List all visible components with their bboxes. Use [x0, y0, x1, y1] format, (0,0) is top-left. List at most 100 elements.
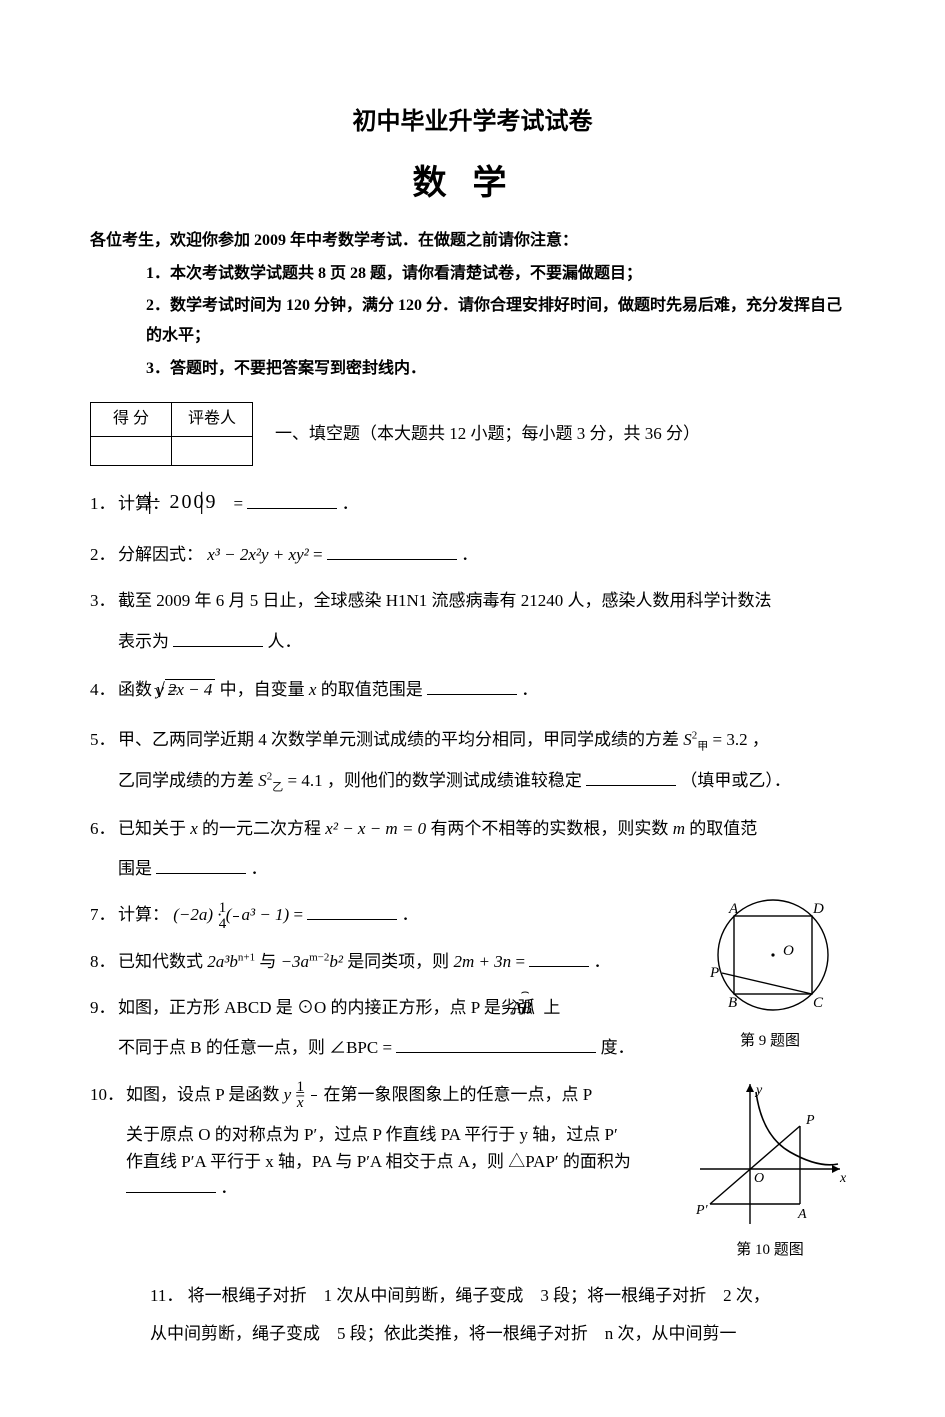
intro-item-2: 2．数学考试时间为 120 分钟，满分 120 分．请你合理安排好时间，做题时先…	[146, 291, 855, 352]
q8-expr: 2m + 3n	[453, 952, 511, 971]
question-11: 11． 将一根绳子对折 1 次从中间剪断，绳子变成 3 段；将一根绳子对折 2 …	[150, 1280, 855, 1351]
q8-t1: 2a³b	[207, 952, 238, 971]
q8-e1: n+1	[238, 951, 255, 963]
svg-text:B: B	[728, 995, 737, 1011]
q8-num: 8．	[90, 946, 118, 978]
q3-l2a: 表示为	[118, 632, 169, 651]
q1-eq: =	[234, 494, 248, 513]
q1-num: 1．	[90, 488, 118, 520]
q10-l3a: 作直线 P′A 平行于 x 轴，PA 与 P′A 相交于点 A，则 △PAP′ …	[126, 1152, 631, 1171]
q10-tail: ．	[220, 1178, 237, 1197]
q2-blank	[327, 540, 457, 560]
q11-num: 11．	[150, 1286, 183, 1305]
q2-num: 2．	[90, 539, 118, 571]
q10-fd: x	[311, 1096, 317, 1111]
q2-expr: x³ − 2x²y + xy²	[207, 545, 308, 564]
intro-item-1: 1．本次考试数学试题共 8 页 28 题，请你看清楚试卷，不要漏做题目；	[146, 259, 855, 289]
page-title-line1: 初中毕业升学考试试卷	[90, 100, 855, 146]
svg-text:A: A	[797, 1207, 807, 1222]
score-header-1: 得 分	[91, 403, 172, 436]
q3-blank	[173, 627, 263, 647]
question-3-line2: 表示为 人．	[118, 626, 855, 658]
q4-blank	[427, 675, 517, 695]
question-4: 4．函数 y = √2x − 4 中，自变量 x 的取值范围是 ．	[90, 672, 855, 710]
q5-blank	[586, 767, 676, 787]
figure-q9-caption: 第 9 题图	[685, 1027, 855, 1056]
q11-row2: 从中间剪断，绳子变成 5 段；依此类推，将一根绳子对折 n 次，从中间剪一	[150, 1318, 855, 1350]
q1-abs: | − 2009 |	[173, 480, 229, 526]
q5-s1: S	[683, 730, 692, 749]
question-6-line2: 围是 ．	[118, 853, 855, 885]
q6-expr: x² − x − m = 0	[325, 819, 426, 838]
score-cell-2	[172, 436, 253, 465]
q8-blank	[529, 947, 589, 967]
q6-l1d: 的取值范	[689, 819, 757, 838]
q6-m: m	[673, 819, 685, 838]
svg-text:O: O	[754, 1171, 764, 1186]
intro-list: 1．本次考试数学试题共 8 页 28 题，请你看清楚试卷，不要漏做题目； 2．数…	[90, 259, 855, 385]
q5-tail: （填甲或乙）．	[680, 771, 791, 790]
question-1: 1．计算： | − 2009 | = ．	[90, 480, 855, 526]
q6-l1b: 的一元二次方程	[202, 819, 325, 838]
q5-eq2: = 4.1 ，则他们的数学测试成绩谁较稳定	[288, 771, 582, 790]
page-title-subject: 数学	[90, 152, 855, 217]
q10-l2: 关于原点 O 的对称点为 P′，过点 P 作直线 PA 平行于 y 轴，过点 P…	[126, 1125, 618, 1144]
question-5-line2: 乙同学成绩的方差 S2乙 = 4.1 ，则他们的数学测试成绩谁较稳定 （填甲或乙…	[118, 765, 855, 798]
q5-l2a: 乙同学成绩的方差	[118, 771, 258, 790]
svg-text:A: A	[728, 901, 739, 917]
q7-blank	[307, 900, 397, 920]
abs-bar-right: |	[225, 480, 229, 526]
q6-l1c: 有两个不相等的实数根，则实数	[430, 819, 672, 838]
question-5: 5．甲、乙两同学近期 4 次数学单元测试成绩的平均分相同，甲同学成绩的方差 S2…	[90, 724, 855, 757]
q5-sub1: 甲	[697, 740, 708, 752]
exam-page: 初中毕业升学考试试卷 数学 各位考生，欢迎你参加 2009 年中考数学考试．在做…	[0, 0, 945, 1417]
figure-q10: y x O P P′ A	[690, 1074, 850, 1234]
svg-text:y: y	[754, 1083, 763, 1098]
figures-column: A D P O B C 第 9 题图 y x O P P′ A	[685, 885, 855, 1264]
q7-p2: a³ − 1)	[241, 905, 289, 924]
q10-l1b: 在第一象限图象上的任意一点，点 P	[323, 1085, 592, 1104]
q8-e2: m−2	[309, 951, 329, 963]
q4-a: 函数	[118, 680, 156, 699]
q8-tail: ．	[594, 952, 611, 971]
score-table: 得 分 评卷人	[90, 402, 253, 465]
q8-t2: −3a	[281, 952, 309, 971]
q1-blank	[247, 489, 337, 509]
q5-num: 5．	[90, 724, 118, 756]
question-2: 2．分解因式： x³ − 2x²y + xy² = ．	[90, 539, 855, 571]
svg-text:P: P	[709, 965, 719, 981]
q9-l1: 如图，正方形 ABCD 是 ⊙O 的内接正方形，点 P 是劣弧	[118, 998, 539, 1017]
question-6: 6．已知关于 x 的一元二次方程 x² − x − m = 0 有两个不相等的实…	[90, 813, 855, 845]
q8-b: 与	[259, 952, 280, 971]
svg-text:x: x	[839, 1171, 847, 1186]
q9-num: 9．	[90, 992, 118, 1024]
question-3: 3．截至 2009 年 6 月 5 日止，全球感染 H1N1 流感病毒有 212…	[90, 585, 855, 617]
q11-r2: 从中间剪断，绳子变成 5 段；依此类推，将一根绳子对折 n 次，从中间剪一	[150, 1324, 737, 1343]
q9-l2b: 度．	[601, 1038, 635, 1057]
q10-y: y	[284, 1085, 292, 1104]
q3-line1: 截至 2009 年 6 月 5 日止，全球感染 H1N1 流感病毒有 21240…	[118, 591, 772, 610]
q8-a: 已知代数式	[118, 952, 207, 971]
q2-label: 分解因式：	[118, 545, 203, 564]
q9-l2a: 不同于点 B 的任意一点，则 ∠BPC =	[118, 1038, 396, 1057]
q4-num: 4．	[90, 674, 118, 706]
q5-sub2: 乙	[272, 782, 283, 794]
figure-q10-caption: 第 10 题图	[685, 1236, 855, 1265]
q4-tail: ．	[521, 680, 538, 699]
q8-c: 是同类项，则	[347, 952, 453, 971]
q5-eq1: = 3.2 ，	[713, 730, 769, 749]
q11-r1: 将一根绳子对折 1 次从中间剪断，绳子变成 3 段；将一根绳子对折 2 次，	[188, 1286, 770, 1305]
q7-tail: ．	[402, 905, 419, 924]
score-header-2: 评卷人	[172, 403, 253, 436]
q9-l1b: 上	[543, 998, 560, 1017]
figure-q9: A D P O B C	[695, 885, 845, 1025]
intro-lead: 各位考生，欢迎你参加 2009 年中考数学考试．在做题之前请你注意：	[90, 226, 855, 256]
q7-num: 7．	[90, 899, 118, 931]
q10-l1a: 如图，设点 P 是函数	[126, 1085, 284, 1104]
q11-row1: 11． 将一根绳子对折 1 次从中间剪断，绳子变成 3 段；将一根绳子对折 2 …	[150, 1280, 855, 1312]
q7-fn: 1	[233, 901, 239, 917]
svg-text:P: P	[805, 1113, 815, 1128]
q4-x: x	[309, 680, 317, 699]
svg-text:C: C	[813, 995, 824, 1011]
q7-label: 计算：	[118, 905, 169, 924]
